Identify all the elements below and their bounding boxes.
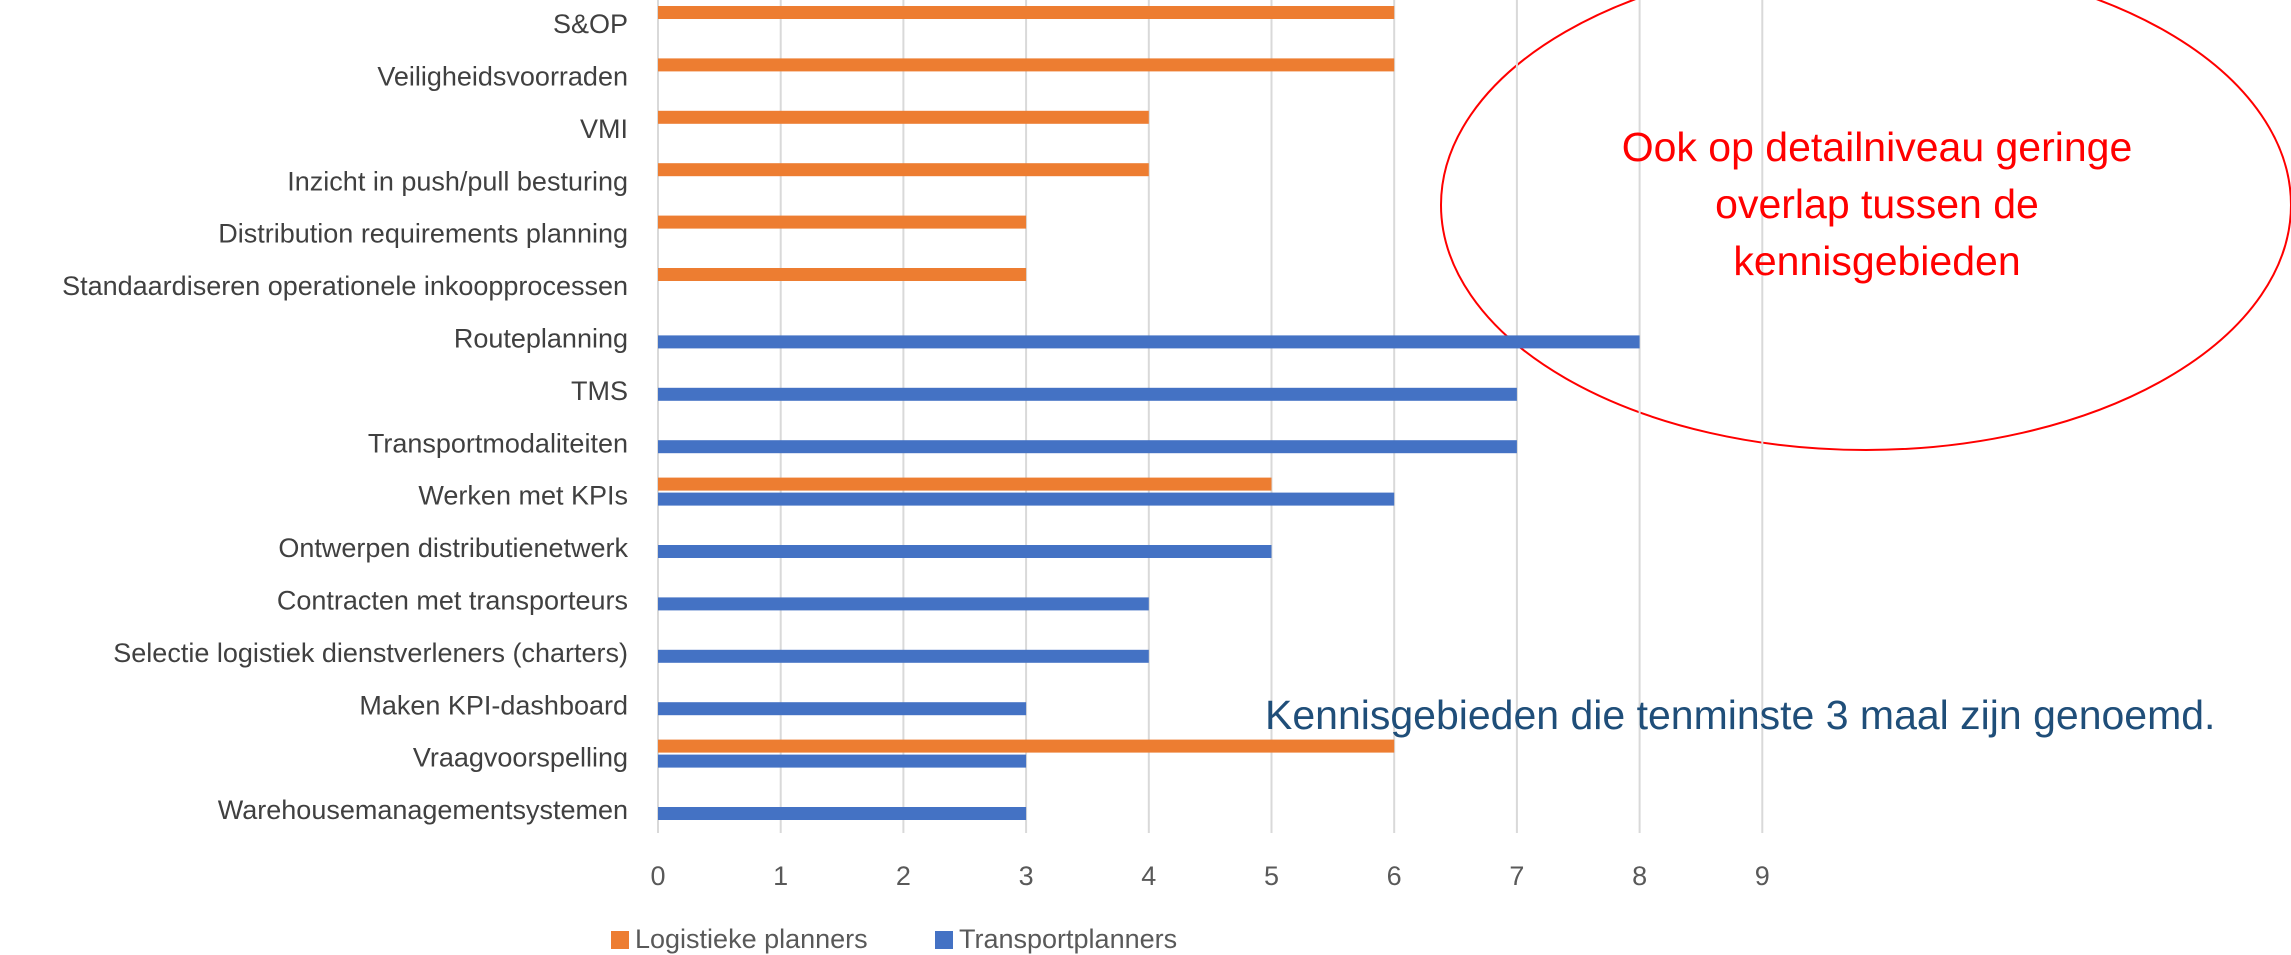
- y-tick-label: Standaardiseren operationele inkoopproce…: [62, 271, 628, 301]
- bar: [658, 58, 1395, 72]
- y-tick-label: Routeplanning: [454, 324, 628, 354]
- x-tick-label: 7: [1509, 861, 1524, 891]
- annotation-text: Ook op detailniveau geringe: [1622, 124, 2133, 170]
- x-tick-label: 4: [1141, 861, 1156, 891]
- annotation-text: overlap tussen de: [1715, 181, 2039, 227]
- bar: [658, 492, 1395, 506]
- bar: [658, 649, 1149, 663]
- bar: [658, 6, 1395, 19]
- y-tick-label: Werken met KPIs: [418, 481, 628, 511]
- legend-label: Transportplanners: [959, 924, 1177, 954]
- y-tick-label: Ontwerpen distributienetwerk: [278, 533, 628, 563]
- annotation-text: kennisgebieden: [1733, 238, 2020, 284]
- bar: [658, 215, 1027, 229]
- legend-label: Logistieke planners: [635, 924, 868, 954]
- annotation-ellipse: [1440, 0, 2291, 451]
- y-tick-label: TMS: [571, 376, 628, 406]
- legend-swatch: [935, 931, 953, 949]
- x-tick-label: 8: [1632, 861, 1647, 891]
- y-tick-label: S&OP: [553, 9, 628, 39]
- legend-swatch: [611, 931, 629, 949]
- bar: [658, 702, 1027, 716]
- y-tick-label: Distribution requirements planning: [218, 219, 628, 249]
- y-tick-label: Warehousemanagementsystemen: [218, 795, 628, 825]
- bar: [658, 739, 1395, 753]
- bar: [658, 163, 1149, 177]
- y-tick-label: VMI: [580, 114, 628, 144]
- bar: [658, 545, 1272, 558]
- bar: [658, 268, 1027, 281]
- annotation-note: Kennisgebieden die tenminste 3 maal zijn…: [1265, 692, 2215, 738]
- x-tick-label: 9: [1755, 861, 1770, 891]
- y-tick-label: Vraagvoorspelling: [413, 743, 628, 773]
- x-tick-label: 1: [773, 861, 788, 891]
- x-tick-label: 3: [1019, 861, 1034, 891]
- y-tick-label: Inzicht in push/pull besturing: [287, 166, 628, 196]
- bar: [658, 335, 1640, 349]
- x-tick-label: 0: [650, 861, 665, 891]
- x-tick-label: 5: [1264, 861, 1279, 891]
- bar: [658, 477, 1272, 491]
- y-tick-label: Maken KPI-dashboard: [359, 690, 628, 720]
- y-tick-label: Contracten met transporteurs: [277, 586, 628, 616]
- bar: [658, 440, 1517, 454]
- x-tick-label: 6: [1387, 861, 1402, 891]
- y-tick-label: Veiligheidsvoorraden: [377, 62, 628, 92]
- bar: [658, 387, 1517, 401]
- bar: [658, 754, 1027, 768]
- y-tick-label: Transportmodaliteiten: [368, 428, 628, 458]
- x-tick-label: 2: [896, 861, 911, 891]
- bar: [658, 597, 1149, 611]
- bar: [658, 110, 1149, 124]
- bar: [658, 807, 1027, 820]
- y-tick-label: Selectie logistiek dienstverleners (char…: [113, 638, 628, 668]
